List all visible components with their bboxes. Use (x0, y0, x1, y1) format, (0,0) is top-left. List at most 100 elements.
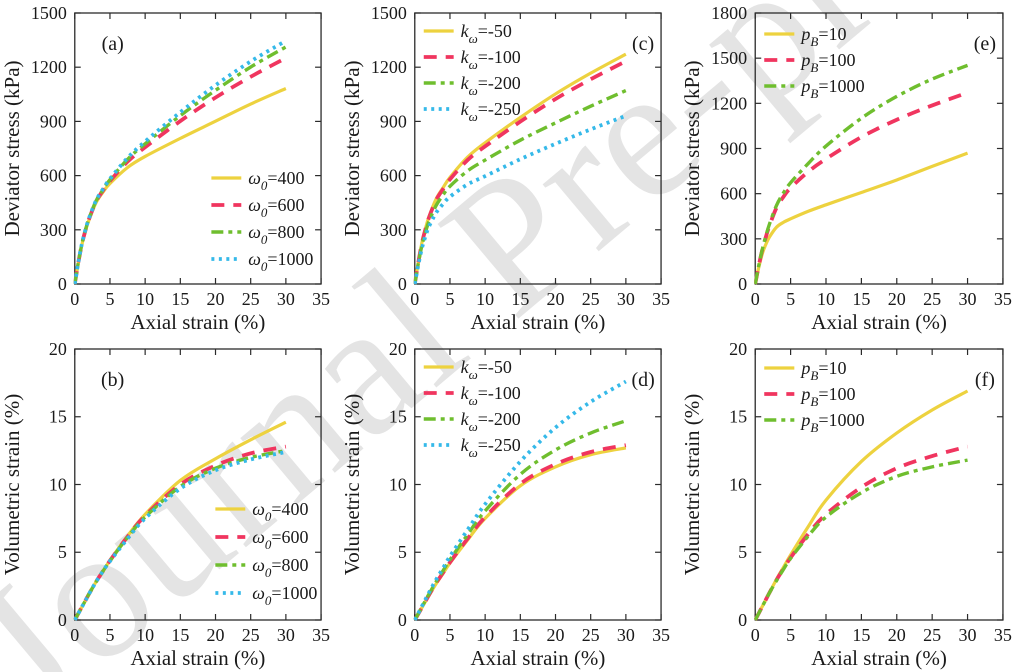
legend-entry-label: kω=-250 (461, 99, 521, 124)
panel-f: 0 5 10 15 20 25 30 35 0 5 10 15 20 Axial strain (%) Vo… (680, 336, 1022, 672)
x-tick-label: 15 (171, 289, 189, 309)
x-tick-label: 5 (786, 289, 795, 309)
legend-entry-label: ω0=400 (252, 499, 308, 524)
legend-entry-label: ω0=800 (248, 222, 304, 247)
series-ω0=600 (73, 56, 287, 285)
panel-corner-label: (e) (974, 33, 996, 55)
y-tick-label: 1500 (371, 3, 407, 23)
panel-e-chart: 0 5 10 15 20 25 30 35 0 300 600 900 1200 1500 1800 Axia… (680, 3, 1012, 334)
x-tick-label: 20 (888, 289, 906, 309)
panel-corner-label: (c) (632, 33, 654, 55)
x-tick-label: 20 (547, 625, 565, 645)
x-tick-label: 5 (105, 625, 114, 645)
y-axis-label: Volumetric strain (%) (680, 394, 704, 575)
x-axis-label: Axial strain (%) (471, 646, 606, 670)
panel-corner-label: (d) (631, 369, 654, 391)
y-tick-label: 10 (389, 474, 407, 494)
y-tick-label: 0 (58, 274, 67, 294)
x-tick-label: 25 (582, 625, 600, 645)
x-axis-label: Axial strain (%) (131, 310, 266, 334)
y-tick-label: 5 (58, 542, 67, 562)
x-tick-label: 25 (582, 289, 600, 309)
x-tick-label: 35 (312, 625, 330, 645)
legend-entry-label: kω=-50 (461, 21, 512, 46)
x-tick-label: 10 (476, 289, 494, 309)
series-kω=-50 (413, 446, 627, 621)
axes-c: 0 5 10 15 20 25 30 35 0 300 600 900 1200 1500 Axial st… (340, 3, 670, 334)
panel-a-chart: 0 5 10 15 20 25 30 35 0 300 600 900 1200 1500 Axial st… (0, 3, 330, 334)
y-tick-label: 1500 (711, 48, 747, 68)
series-kω=-250 (413, 114, 627, 285)
x-tick-label: 25 (242, 625, 260, 645)
x-tick-label: 35 (994, 289, 1012, 309)
x-tick-label: 30 (617, 289, 635, 309)
x-tick-label: 10 (136, 625, 154, 645)
y-tick-label: 600 (380, 166, 407, 186)
x-tick-label: 15 (171, 625, 189, 645)
x-tick-label: 10 (476, 625, 494, 645)
y-tick-label: 20 (49, 339, 67, 359)
legend-entry-label: kω=-200 (461, 409, 521, 434)
x-tick-label: 5 (445, 289, 454, 309)
x-tick-label: 35 (312, 289, 330, 309)
x-tick-label: 0 (410, 625, 419, 645)
x-axis-label: Axial strain (%) (811, 646, 947, 670)
legend-entry-label: ω0=800 (252, 555, 308, 580)
legend-entry-label: ω0=1000 (248, 249, 313, 274)
x-tick-label: 20 (888, 625, 906, 645)
legend-entry-label: kω=-50 (461, 357, 512, 382)
series-ω0=400 (73, 87, 287, 285)
y-axis-label: Volumetric strain (%) (340, 394, 364, 575)
y-tick-label: 300 (380, 220, 407, 240)
x-tick-label: 25 (923, 289, 941, 309)
x-tick-label: 0 (70, 625, 79, 645)
legend-b: ω0=400 ω0=600 ω0=800 ω0=1000 (215, 499, 317, 608)
y-tick-label: 300 (720, 229, 747, 249)
y-tick-label: 0 (398, 274, 407, 294)
x-tick-label: 5 (105, 289, 114, 309)
series-kω=-100 (413, 59, 627, 285)
y-tick-label: 900 (40, 111, 67, 131)
x-tick-label: 35 (652, 289, 670, 309)
y-tick-label: 15 (389, 407, 407, 427)
x-tick-label: 5 (445, 625, 454, 645)
x-tick-label: 15 (511, 289, 529, 309)
x-tick-label: 30 (959, 289, 977, 309)
x-tick-label: 35 (994, 625, 1012, 645)
y-tick-label: 600 (720, 184, 747, 204)
legend-entry-label: ω0=400 (248, 168, 304, 193)
y-tick-label: 15 (49, 407, 67, 427)
series-pB=1000 (754, 63, 969, 285)
y-tick-label: 1500 (31, 3, 67, 23)
y-tick-label: 1800 (711, 3, 747, 23)
series-ω0=800 (73, 45, 287, 285)
y-axis-label: Deviator stress (kPa) (0, 60, 24, 236)
y-axis-label: Volumetric strain (%) (0, 394, 24, 575)
x-tick-label: 10 (817, 625, 835, 645)
y-tick-label: 5 (398, 542, 407, 562)
series-ω0=600 (73, 444, 287, 621)
y-tick-label: 1200 (711, 93, 747, 113)
panel-c-chart: 0 5 10 15 20 25 30 35 0 300 600 900 1200 1500 Axial st… (340, 3, 670, 334)
panel-d: 0 5 10 15 20 25 30 35 0 5 10 15 20 Axial strain (%) Vo… (340, 336, 680, 672)
y-tick-label: 0 (738, 610, 747, 630)
y-tick-label: 1200 (371, 57, 407, 77)
x-tick-label: 30 (617, 625, 635, 645)
panel-corner-label: (f) (975, 369, 995, 391)
legend-entry-label: ω0=600 (248, 195, 304, 220)
legend-entry-label: ω0=1000 (252, 583, 317, 608)
legend-entry-label: pB=100 (799, 384, 855, 409)
x-tick-label: 35 (652, 625, 670, 645)
y-tick-label: 20 (389, 339, 407, 359)
legend-entry-label: pB=10 (799, 24, 846, 49)
panel-corner-label: (a) (102, 33, 124, 55)
